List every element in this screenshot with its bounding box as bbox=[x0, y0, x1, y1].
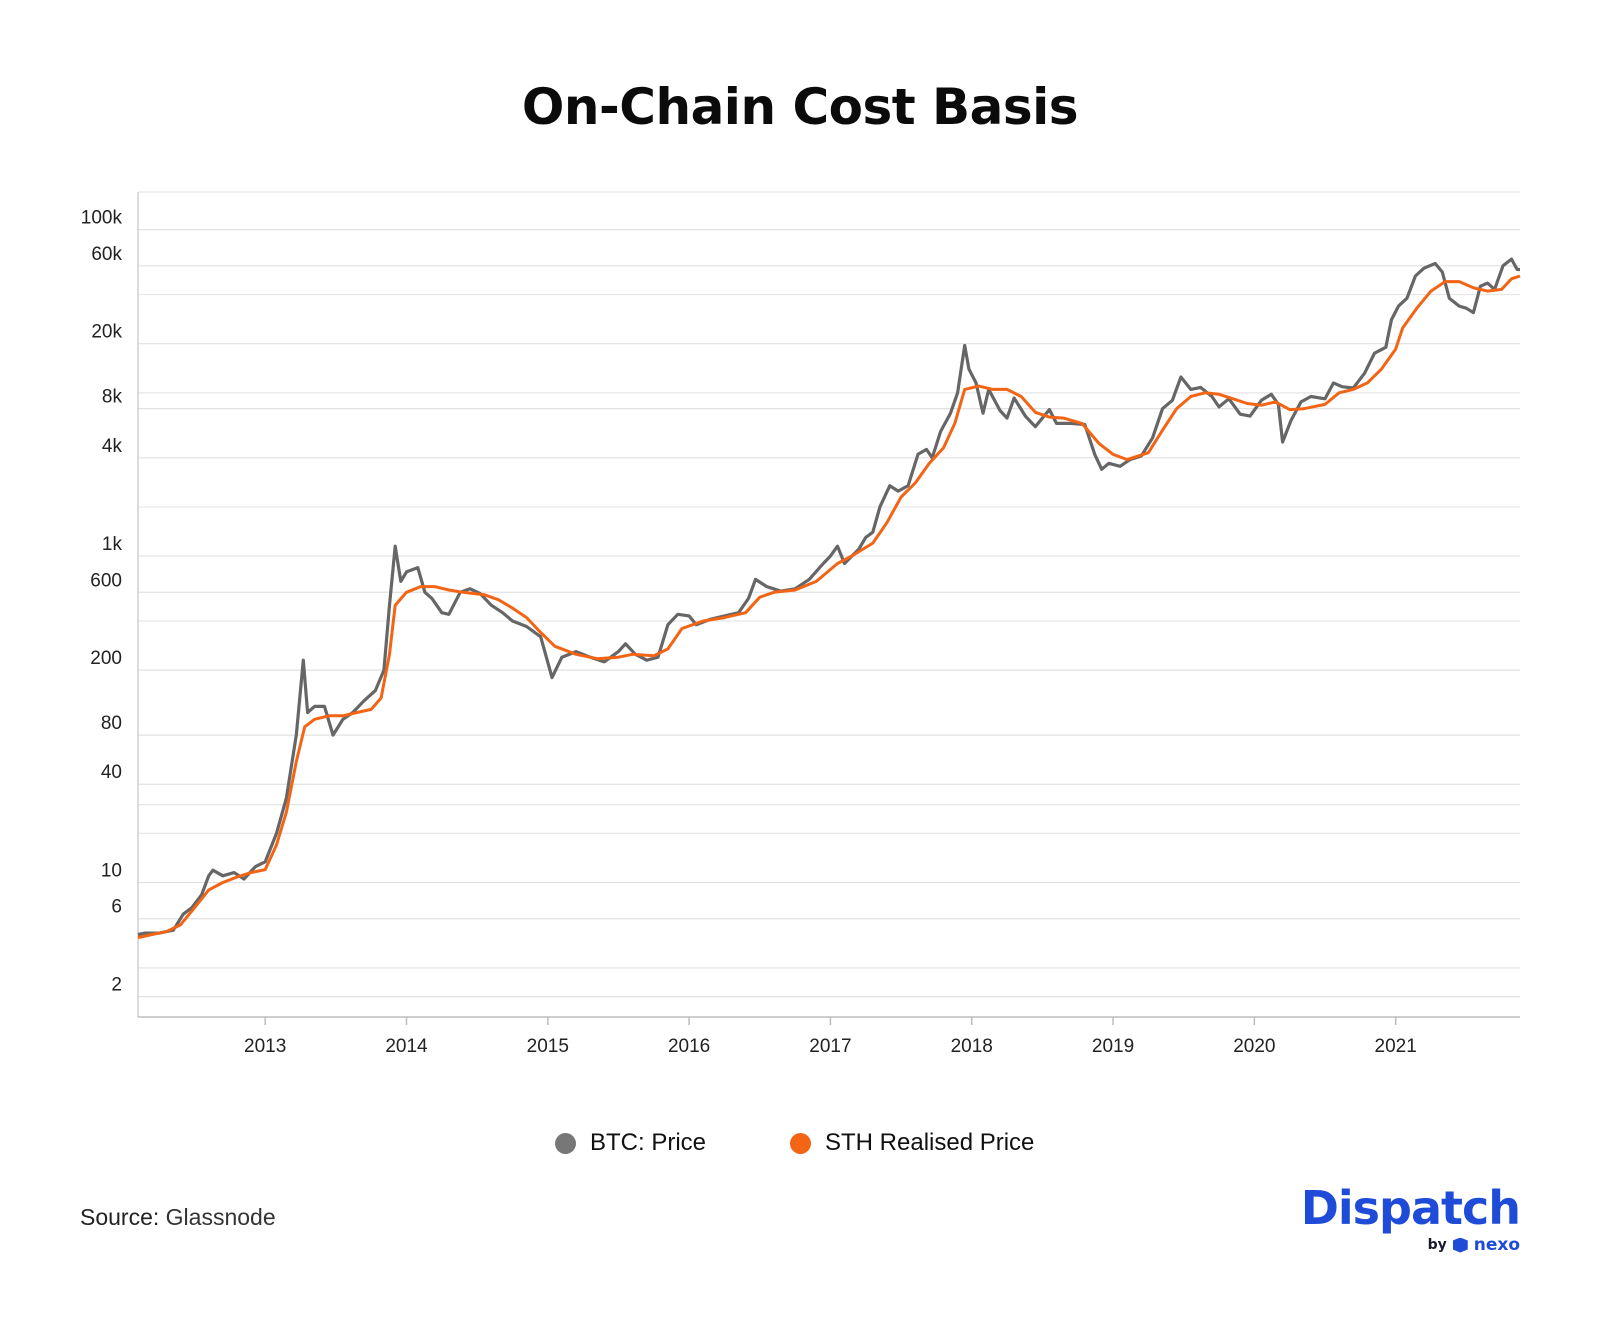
legend-label: BTC: Price bbox=[590, 1129, 707, 1156]
x-tick-label: 2021 bbox=[1375, 1036, 1417, 1057]
x-tick-label: 2019 bbox=[1092, 1036, 1134, 1057]
axes bbox=[137, 192, 1520, 1025]
chart-title: On-Chain Cost Basis bbox=[521, 78, 1079, 136]
y-tick-label: 100k bbox=[81, 208, 123, 229]
legend-dot-icon bbox=[790, 1132, 811, 1154]
source-note: Source: Glassnode bbox=[80, 1204, 276, 1231]
brand-by: by bbox=[1427, 1237, 1447, 1253]
y-tick-label: 40 bbox=[101, 762, 122, 783]
series-line-btc-price bbox=[137, 257, 1520, 937]
x-axis-tick-labels: 2013 2014 2015 2016 2017 2018 2019 2020 2021 bbox=[244, 1036, 1417, 1057]
y-tick-label: 600 bbox=[90, 570, 122, 591]
source-value: Glassnode bbox=[165, 1204, 276, 1230]
brand-logo: Dispatch by nexo bbox=[1300, 1181, 1521, 1255]
legend-dot-icon bbox=[555, 1132, 576, 1154]
x-tick-label: 2020 bbox=[1233, 1036, 1275, 1057]
nexo-hexagon-icon bbox=[1452, 1237, 1468, 1253]
y-tick-label: 4k bbox=[102, 436, 123, 457]
y-tick-label: 80 bbox=[101, 713, 122, 734]
x-tick-label: 2016 bbox=[668, 1036, 710, 1057]
y-tick-label: 60k bbox=[91, 244, 122, 265]
y-tick-label: 8k bbox=[102, 387, 123, 408]
brand-partner: nexo bbox=[1473, 1235, 1520, 1255]
brand-subline: by nexo bbox=[1301, 1235, 1520, 1255]
legend-item-btc-price[interactable]: BTC: Price bbox=[555, 1128, 706, 1158]
x-tick-label: 2014 bbox=[385, 1036, 428, 1057]
series-line-sth-realised-price bbox=[137, 274, 1521, 940]
y-tick-label: 20k bbox=[91, 322, 122, 343]
y-tick-label: 1k bbox=[102, 534, 123, 555]
y-axis-tick-labels: 2 6 10 40 80 200 600 1k 4k 8k 20k 60k 100k bbox=[81, 208, 123, 996]
x-tick-label: 2013 bbox=[244, 1036, 286, 1057]
legend-label: STH Realised Price bbox=[825, 1129, 1035, 1156]
y-tick-label: 2 bbox=[111, 975, 122, 996]
x-tick-label: 2015 bbox=[527, 1036, 569, 1057]
y-tick-label: 200 bbox=[90, 648, 122, 669]
x-tick-label: 2018 bbox=[951, 1036, 993, 1057]
x-tick-label: 2017 bbox=[809, 1036, 851, 1057]
source-label: Source: bbox=[80, 1204, 160, 1230]
y-tick-label: 6 bbox=[111, 897, 122, 918]
grid-lines bbox=[138, 191, 1520, 998]
brand-wordmark: Dispatch bbox=[1300, 1181, 1521, 1235]
y-tick-label: 10 bbox=[101, 861, 122, 882]
legend-item-sth-realised-price[interactable]: STH Realised Price bbox=[790, 1128, 1034, 1158]
